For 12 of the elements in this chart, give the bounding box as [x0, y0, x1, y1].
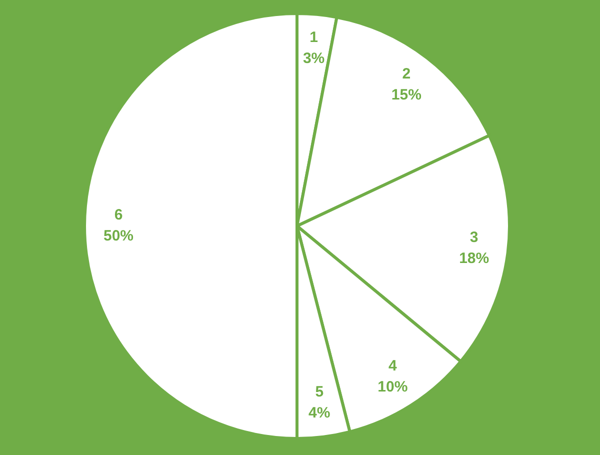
slice-label: 2 [402, 66, 411, 83]
slice-label: 3 [470, 229, 478, 246]
data-label: 18% [459, 250, 490, 268]
data-label: 50% [103, 228, 134, 245]
slice-label: 6 [114, 206, 123, 224]
data-label: 4% [308, 404, 330, 422]
slice-label: 5 [315, 384, 324, 401]
slice-label: 1 [310, 28, 318, 46]
data-label: 15% [391, 86, 422, 104]
data-label: 10% [378, 378, 408, 396]
data-label: 3% [302, 50, 325, 67]
slice-label: 4 [388, 357, 398, 374]
